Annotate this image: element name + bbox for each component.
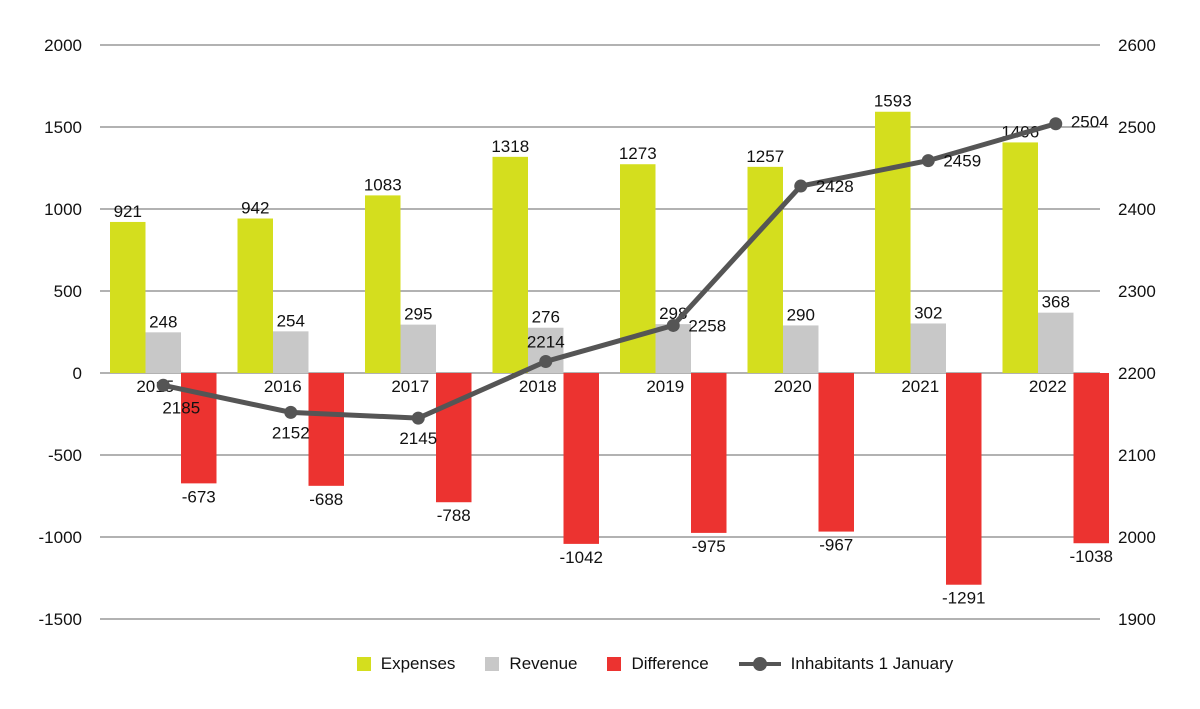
data-label: -788 bbox=[437, 506, 471, 525]
data-label: 942 bbox=[241, 199, 269, 218]
data-label: -1291 bbox=[942, 589, 985, 608]
legend-swatch bbox=[607, 657, 622, 671]
line-data-label: 2185 bbox=[162, 398, 200, 417]
legend-item-difference: Difference bbox=[607, 654, 709, 674]
bar-revenue bbox=[783, 325, 819, 373]
data-label: 248 bbox=[149, 312, 177, 331]
bar-difference bbox=[436, 373, 472, 503]
line-point bbox=[1049, 117, 1063, 131]
bar-revenue bbox=[400, 324, 436, 373]
bar-difference bbox=[308, 373, 344, 486]
bar-revenue bbox=[655, 324, 691, 373]
y-left-tick-label: 1500 bbox=[44, 118, 82, 137]
y-right-tick-label: 2000 bbox=[1118, 528, 1156, 547]
x-tick-label: 2019 bbox=[646, 377, 684, 396]
legend-label: Inhabitants 1 January bbox=[790, 654, 954, 673]
bar-expenses bbox=[110, 221, 146, 373]
bar-expenses bbox=[620, 164, 656, 373]
line-inhabitants bbox=[162, 121, 1057, 421]
data-label: 1257 bbox=[746, 147, 784, 166]
y-left-tick-label: 500 bbox=[54, 282, 82, 301]
y-right-tick-label: 2400 bbox=[1118, 200, 1156, 219]
data-label: 302 bbox=[914, 303, 942, 322]
chart-plot: -1500 -1000 -500 0 500 1000 1500 2000 1900 2000 21… bbox=[39, 36, 1156, 629]
bar-difference bbox=[563, 373, 599, 544]
legend-label: Expenses bbox=[380, 654, 456, 673]
data-label: -1038 bbox=[1070, 547, 1113, 566]
line-point bbox=[284, 405, 298, 419]
legend-item-inhabitants: Inhabitants 1 January bbox=[738, 654, 954, 674]
data-label: 1083 bbox=[364, 175, 402, 194]
y-left-tick-label: 0 bbox=[73, 364, 82, 383]
line-point bbox=[156, 378, 170, 392]
line-data-label: 2504 bbox=[1071, 113, 1109, 132]
legend: Expenses Revenue Difference Inhabitants … bbox=[0, 654, 1200, 674]
line-data-label: 2152 bbox=[272, 423, 310, 442]
bar-expenses bbox=[875, 111, 911, 374]
x-tick-label: 2016 bbox=[264, 377, 302, 396]
data-label: 368 bbox=[1042, 293, 1070, 312]
data-label: -673 bbox=[182, 487, 216, 506]
line-point bbox=[411, 411, 425, 425]
line-point bbox=[921, 154, 935, 168]
data-label: 1273 bbox=[619, 144, 657, 163]
data-label: 1593 bbox=[874, 92, 912, 111]
legend-swatch bbox=[485, 657, 500, 671]
bar-expenses bbox=[492, 156, 528, 373]
bar-revenue bbox=[273, 331, 309, 373]
data-label: -967 bbox=[819, 536, 853, 555]
y-right-tick-label: 2300 bbox=[1118, 282, 1156, 301]
y-left-tick-label: -500 bbox=[48, 446, 82, 465]
x-tick-label: 2020 bbox=[774, 377, 812, 396]
y-right-tick-label: 2200 bbox=[1118, 364, 1156, 383]
bar-difference bbox=[946, 373, 982, 585]
data-label: 276 bbox=[532, 308, 560, 327]
data-label: -975 bbox=[692, 537, 726, 556]
y-right-tick-label: 2500 bbox=[1118, 118, 1156, 137]
y-right-tick-label: 2600 bbox=[1118, 36, 1156, 55]
data-label: 254 bbox=[277, 311, 305, 330]
y-right-tick-label: 1900 bbox=[1118, 610, 1156, 629]
x-tick-label: 2022 bbox=[1029, 377, 1067, 396]
bar-expenses bbox=[365, 195, 401, 373]
x-tick-label: 2018 bbox=[519, 377, 557, 396]
line-point bbox=[666, 318, 680, 332]
y-right-tick-label: 2100 bbox=[1118, 446, 1156, 465]
line-data-label: 2145 bbox=[399, 429, 437, 448]
legend-swatch bbox=[356, 657, 371, 671]
bar-revenue bbox=[1038, 312, 1074, 373]
y-left-tick-label: 1000 bbox=[44, 200, 82, 219]
x-tick-label: 2017 bbox=[391, 377, 429, 396]
y-left-tick-label: -1000 bbox=[39, 528, 82, 547]
legend-item-expenses: Expenses bbox=[356, 654, 456, 674]
line-data-label: 2214 bbox=[527, 333, 565, 352]
line-point bbox=[794, 179, 808, 193]
x-tick-label: 2021 bbox=[901, 377, 939, 396]
bar-revenue bbox=[145, 332, 181, 373]
bar-difference bbox=[1073, 373, 1109, 544]
legend-label: Revenue bbox=[509, 654, 578, 673]
legend-item-revenue: Revenue bbox=[485, 654, 577, 674]
line-data-label: 2459 bbox=[943, 152, 981, 171]
y-left-tick-label: -1500 bbox=[39, 610, 82, 629]
bar-revenue bbox=[910, 323, 946, 373]
bar-expenses bbox=[237, 218, 273, 373]
bar-difference bbox=[691, 373, 727, 533]
line-data-label: 2428 bbox=[816, 177, 854, 196]
data-label: 295 bbox=[404, 305, 432, 324]
legend-label: Difference bbox=[631, 654, 709, 673]
legend-line bbox=[738, 657, 781, 671]
data-label: -688 bbox=[309, 490, 343, 509]
bar-expenses bbox=[1002, 142, 1038, 373]
data-label: -1042 bbox=[560, 548, 603, 567]
bar-difference bbox=[818, 373, 854, 532]
line-data-label: 2258 bbox=[688, 316, 726, 335]
y-left-tick-label: 2000 bbox=[44, 36, 82, 55]
data-label: 290 bbox=[787, 305, 815, 324]
line-point bbox=[539, 355, 553, 369]
bar-expenses bbox=[747, 166, 783, 373]
data-label: 921 bbox=[114, 202, 142, 221]
data-label: 1318 bbox=[491, 137, 529, 156]
